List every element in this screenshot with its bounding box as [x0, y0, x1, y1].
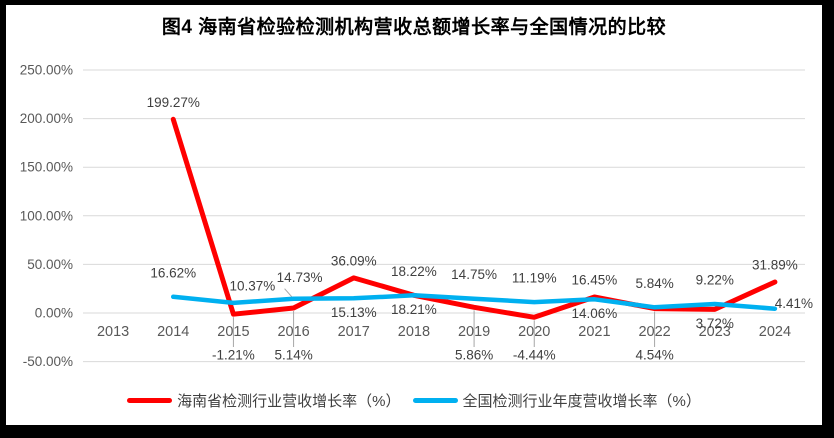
- hainan-data-label: -4.44%: [513, 348, 556, 363]
- legend-swatch-hainan-icon: [127, 398, 173, 403]
- x-axis-tick-label: 2013: [97, 324, 129, 340]
- label-leader-line: [284, 288, 293, 299]
- legend-item-hainan: 海南省检测行业营收增长率（%）: [127, 390, 401, 411]
- national-series-line: [171, 293, 778, 311]
- national-data-label: 14.75%: [451, 267, 497, 282]
- legend: 海南省检测行业营收增长率（%） 全国检测行业年度营收增长率（%）: [6, 390, 822, 411]
- hainan-series-line: [170, 116, 778, 320]
- hainan-data-label: 18.21%: [391, 302, 437, 317]
- national-data-label: 15.13%: [331, 305, 377, 320]
- hainan-data-label: 3.72%: [696, 316, 734, 331]
- national-data-label: 14.73%: [277, 270, 323, 285]
- y-axis-tick-label: 0.00%: [35, 306, 73, 321]
- y-axis-tick-label: 150.00%: [20, 160, 73, 175]
- hainan-data-label: 199.27%: [147, 95, 200, 110]
- figure-container: 250.00% 200.00% 150.00% 100.00% 50.00% 0.00% -…: [6, 5, 822, 425]
- chart-title: 图4 海南省检验检测机构营收总额增长率与全国情况的比较: [161, 17, 667, 38]
- y-axis-tick-label: 100.00%: [20, 208, 73, 223]
- national-data-label: 16.62%: [150, 265, 196, 280]
- y-axis-tick-label: 50.00%: [27, 257, 73, 272]
- national-data-label: 10.37%: [230, 278, 276, 293]
- x-axis-tick-label: 2014: [157, 324, 189, 340]
- national-data-label: 11.19%: [512, 271, 557, 286]
- national-data-label: 9.22%: [696, 273, 734, 288]
- hainan-data-label: 31.89%: [752, 258, 798, 273]
- hainan-data-label: 16.45%: [572, 273, 618, 288]
- legend-swatch-national-icon: [412, 398, 458, 403]
- x-axis-tick-label: 2021: [578, 324, 610, 340]
- y-axis-tick-label: 250.00%: [20, 63, 73, 78]
- national-data-label: 18.22%: [391, 264, 437, 279]
- national-data-label: 5.84%: [635, 276, 673, 291]
- x-axis-tick-label: 2024: [759, 324, 791, 340]
- x-axis-tick-label: 2023: [699, 324, 731, 340]
- hainan-data-label: 5.14%: [274, 348, 312, 363]
- national-data-label: 4.41%: [775, 296, 813, 311]
- y-axis-tick-label: -50.00%: [23, 354, 73, 369]
- hainan-data-label: 5.86%: [455, 348, 493, 363]
- x-axis-tick-label: 2017: [338, 324, 370, 340]
- hainan-data-label: -1.21%: [212, 348, 255, 363]
- hainan-data-label: 36.09%: [331, 253, 377, 268]
- legend-label-national: 全国检测行业年度营收增长率（%）: [462, 393, 701, 410]
- national-data-label: 14.06%: [572, 306, 618, 321]
- legend-item-national: 全国检测行业年度营收增长率（%）: [412, 390, 701, 411]
- y-axis-tick-label: 200.00%: [20, 111, 73, 126]
- x-axis-tick-label: 2018: [398, 324, 430, 340]
- plot-area: 250.00% 200.00% 150.00% 100.00% 50.00% 0.00% -…: [20, 63, 813, 370]
- hainan-data-label: 4.54%: [635, 348, 673, 363]
- legend-label-hainan: 海南省检测行业营收增长率（%）: [177, 393, 401, 410]
